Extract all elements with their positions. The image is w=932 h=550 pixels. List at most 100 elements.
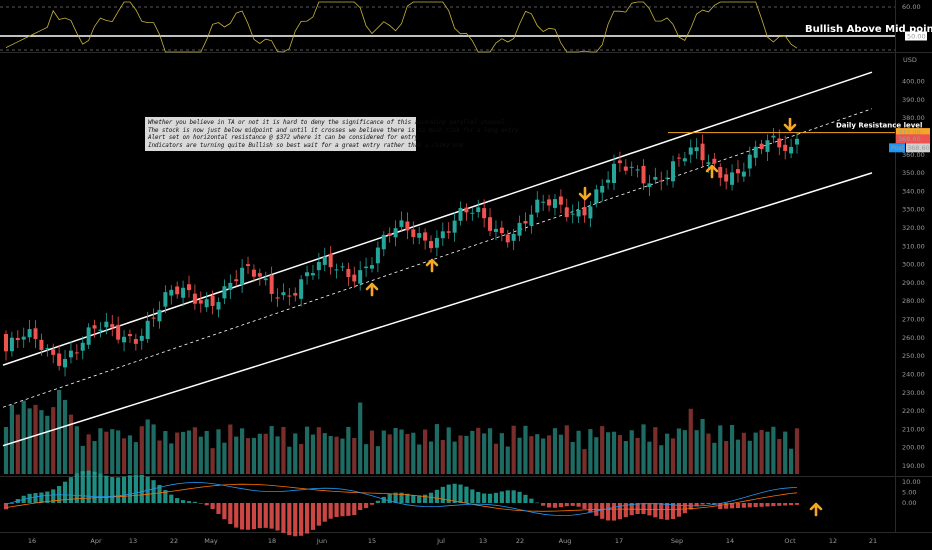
macd-hist-bar (192, 501, 197, 503)
macd-hist-bar (617, 503, 623, 520)
candle-body (9, 337, 14, 352)
candle-body (198, 300, 203, 304)
volume-bar (458, 435, 463, 474)
macd-hist-bar (635, 503, 640, 514)
volume-bar (15, 414, 20, 474)
macd-hist-bar (464, 486, 469, 503)
candle-body (287, 295, 292, 297)
volume-bar (3, 427, 9, 474)
candle-body (606, 179, 611, 183)
candle-body (234, 279, 239, 282)
macd-hist-bar (682, 503, 687, 514)
candle-body (151, 317, 156, 319)
candle-body (777, 138, 782, 148)
macd-hist-bar (269, 503, 274, 529)
candle-body (299, 279, 304, 299)
volume-bar (251, 437, 257, 474)
candle-body (346, 268, 351, 277)
macd-hist-bar (293, 503, 298, 537)
macd-hist-bar (68, 477, 74, 503)
candle-body (517, 222, 522, 236)
macd-hist-bar (741, 503, 746, 508)
macd-hist-bar (576, 503, 581, 507)
candle-body (771, 135, 776, 138)
candle-body (641, 165, 646, 184)
volume-bar (358, 402, 363, 474)
candle-body (157, 309, 162, 322)
volume-bar (417, 444, 422, 474)
macd-hist-bar (33, 493, 38, 503)
volume-bar (116, 430, 121, 474)
macd-hist-bar (517, 491, 522, 503)
volume-bar (635, 437, 640, 474)
volume-bar (346, 426, 351, 474)
x-tick-9: 13 (479, 537, 487, 545)
candle-body (127, 334, 132, 337)
macd-hist-bar (794, 503, 800, 505)
volume-bar (570, 442, 575, 474)
last-price-tag-text: 368.60 (898, 135, 921, 143)
macd-hist-bar (98, 473, 103, 503)
macd-hist-bar (304, 503, 310, 534)
macd-hist-bar (476, 491, 481, 503)
analysis-note: Whether you believe in TA or not it is h… (145, 117, 522, 152)
candle-body (80, 342, 85, 351)
x-tick-16: 12 (829, 537, 837, 545)
macd-hist-bar (511, 490, 516, 503)
candle-body (328, 253, 333, 268)
volume-bar (529, 436, 534, 474)
macd-hist-bar (759, 503, 764, 507)
macd-hist-bar (771, 503, 776, 507)
macd-hist-bar (45, 491, 50, 503)
x-tick-0: 16 (28, 537, 36, 545)
volume-bar (476, 427, 481, 474)
price-tick-260: 260.00 (902, 334, 925, 342)
candle-body (594, 189, 599, 204)
macd-hist-bar (180, 500, 186, 503)
candle-body (647, 183, 652, 187)
candle-body (511, 233, 516, 241)
macd-hist-bar (387, 494, 392, 503)
volume-bar (387, 434, 392, 474)
macd-hist-bar (458, 484, 463, 503)
x-tick-11: Aug (559, 537, 572, 545)
volume-bar (92, 441, 97, 474)
macd-hist-bar (104, 475, 109, 503)
volume-bar (523, 425, 528, 474)
note-line-3: Alert set on horizontal resistance @ $37… (148, 134, 422, 142)
volume-bar (647, 441, 652, 474)
candle-body (181, 287, 186, 298)
channel-upper (2, 71, 873, 366)
x-tick-1: Apr (90, 537, 102, 545)
macd-hist-bar (352, 503, 357, 516)
macd-hist-bar (257, 503, 262, 529)
macd-hist-bar (157, 484, 162, 503)
candle-body (434, 237, 439, 248)
resistance-label: Daily Resistance level (836, 122, 922, 130)
candle-body (535, 199, 540, 213)
volume-bar (541, 438, 546, 474)
macd-hist-bar (765, 503, 770, 507)
volume-bar (51, 407, 56, 474)
candle-body (257, 273, 262, 277)
x-tick-6: Jun (316, 537, 327, 545)
volume-bar (240, 428, 245, 474)
volume-bar (39, 410, 44, 474)
volume-bar (741, 432, 746, 474)
arrow-up-icon (365, 282, 379, 297)
volume-bar (21, 400, 26, 474)
price-tick-290: 290.00 (902, 279, 925, 287)
volume-bar (771, 426, 776, 474)
macd-hist-bar (245, 503, 251, 530)
price-tick-400: 400.00 (902, 78, 925, 86)
macd-hist-bar (535, 502, 540, 504)
macd-hist-bar (328, 503, 333, 519)
macd-hist-bar (653, 503, 658, 518)
candle-body (735, 169, 740, 174)
volume-bar (617, 435, 623, 474)
candle-body (476, 207, 481, 213)
volume-bar (564, 425, 569, 474)
macd-hist-bar (665, 503, 670, 520)
macd-hist-bar (121, 476, 127, 503)
x-tick-13: Sep (671, 537, 683, 545)
